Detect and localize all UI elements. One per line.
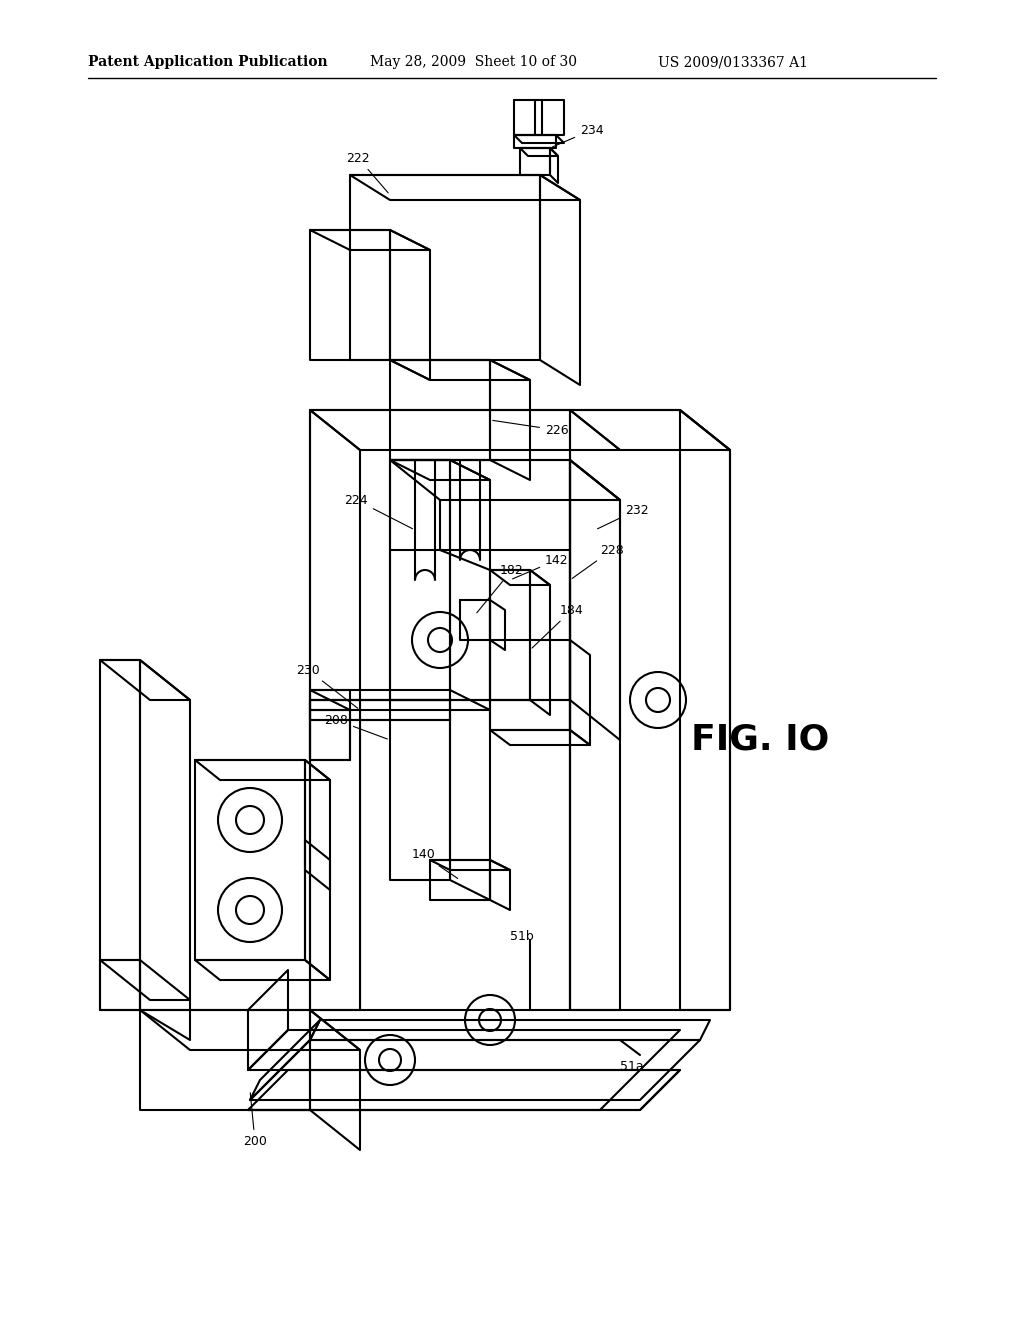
Polygon shape: [140, 1010, 360, 1049]
Polygon shape: [514, 100, 564, 135]
Polygon shape: [460, 601, 490, 640]
Text: 230: 230: [296, 664, 357, 709]
Text: 140: 140: [412, 849, 458, 878]
Polygon shape: [100, 660, 190, 700]
Text: 51a: 51a: [620, 1060, 644, 1073]
Polygon shape: [310, 411, 570, 1010]
Polygon shape: [310, 690, 350, 710]
Polygon shape: [520, 148, 558, 156]
Polygon shape: [305, 840, 330, 890]
Polygon shape: [310, 411, 620, 450]
Polygon shape: [390, 459, 620, 500]
Polygon shape: [195, 760, 305, 960]
Polygon shape: [514, 135, 556, 148]
Polygon shape: [310, 710, 350, 760]
Polygon shape: [540, 176, 580, 385]
Polygon shape: [195, 960, 330, 979]
Polygon shape: [390, 360, 530, 380]
Text: 51b: 51b: [510, 931, 534, 942]
Polygon shape: [310, 230, 390, 360]
Polygon shape: [390, 360, 490, 459]
Polygon shape: [680, 411, 730, 1010]
Polygon shape: [550, 148, 558, 183]
Text: FIG. IO: FIG. IO: [691, 723, 829, 756]
Polygon shape: [310, 1020, 710, 1040]
Text: 234: 234: [553, 124, 603, 147]
Polygon shape: [305, 760, 330, 979]
Text: Patent Application Publication: Patent Application Publication: [88, 55, 328, 69]
Polygon shape: [450, 459, 490, 900]
Polygon shape: [310, 690, 490, 710]
Text: May 28, 2009  Sheet 10 of 30: May 28, 2009 Sheet 10 of 30: [370, 55, 577, 69]
Polygon shape: [490, 601, 505, 649]
Polygon shape: [350, 176, 580, 201]
Polygon shape: [310, 230, 430, 249]
Polygon shape: [195, 760, 330, 780]
Polygon shape: [310, 1010, 360, 1150]
Polygon shape: [430, 861, 510, 870]
Polygon shape: [248, 970, 288, 1071]
Polygon shape: [390, 459, 570, 700]
Polygon shape: [350, 176, 540, 360]
Polygon shape: [310, 700, 450, 719]
Text: US 2009/0133367 A1: US 2009/0133367 A1: [658, 55, 808, 69]
Text: 232: 232: [598, 503, 648, 529]
Polygon shape: [390, 459, 490, 480]
Polygon shape: [248, 1030, 680, 1071]
Polygon shape: [390, 459, 450, 880]
Polygon shape: [310, 411, 360, 1010]
Polygon shape: [490, 570, 550, 585]
Polygon shape: [140, 660, 190, 1040]
Polygon shape: [490, 730, 590, 744]
Text: 200: 200: [243, 1093, 267, 1148]
Polygon shape: [490, 861, 510, 909]
Polygon shape: [100, 960, 140, 1010]
Text: 224: 224: [344, 494, 413, 529]
Text: 184: 184: [532, 603, 584, 648]
Text: 228: 228: [572, 544, 624, 578]
Polygon shape: [248, 1071, 680, 1110]
Polygon shape: [490, 360, 530, 480]
Polygon shape: [100, 660, 140, 1010]
Polygon shape: [490, 570, 530, 700]
Polygon shape: [140, 1010, 310, 1110]
Polygon shape: [520, 148, 550, 176]
Polygon shape: [250, 1040, 700, 1100]
Polygon shape: [530, 570, 550, 715]
Polygon shape: [570, 459, 620, 741]
Polygon shape: [570, 411, 730, 1010]
Polygon shape: [570, 640, 590, 744]
Polygon shape: [570, 411, 730, 450]
Polygon shape: [514, 135, 564, 143]
Polygon shape: [390, 230, 430, 380]
Polygon shape: [250, 1020, 319, 1100]
Polygon shape: [430, 861, 490, 900]
Polygon shape: [248, 1071, 680, 1110]
Polygon shape: [490, 640, 570, 730]
Text: 208: 208: [325, 714, 387, 739]
Polygon shape: [570, 459, 620, 1010]
Text: 222: 222: [346, 152, 388, 193]
Text: 142: 142: [513, 553, 568, 579]
Text: 226: 226: [493, 420, 568, 437]
Polygon shape: [100, 960, 190, 1001]
Text: 182: 182: [477, 564, 523, 612]
